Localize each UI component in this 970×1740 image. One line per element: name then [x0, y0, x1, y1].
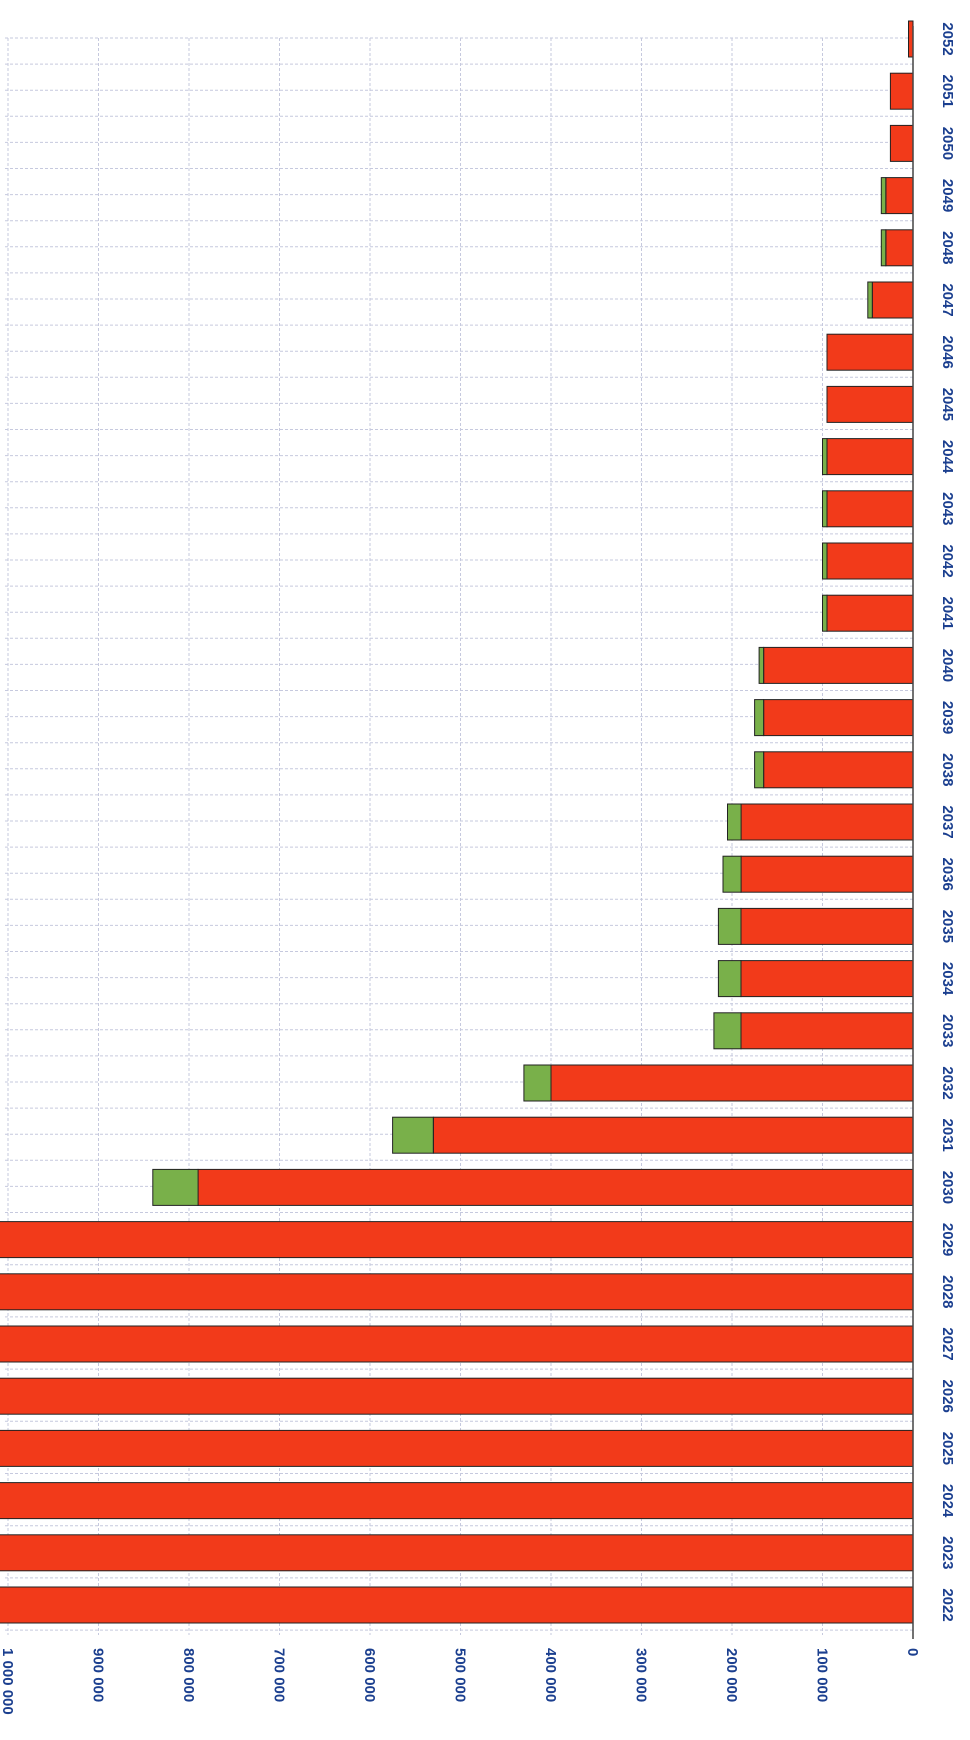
category-tick-label: 2041: [939, 597, 956, 630]
category-tick-label: 2037: [939, 805, 956, 838]
category-tick-label: 2022: [939, 1588, 956, 1621]
bar-segment-2037-green: [727, 803, 742, 841]
bar-segment-2028-red: [0, 1273, 914, 1311]
bar-segment-2022-red: [0, 1586, 914, 1624]
category-tick-label: 2040: [939, 649, 956, 682]
category-tick-label: 2024: [939, 1484, 956, 1518]
category-tick-label: 2050: [939, 127, 956, 160]
category-tick-label: 2047: [939, 283, 956, 316]
value-tick-label: 300 000: [633, 1648, 650, 1702]
bar-segment-2030-green: [152, 1168, 199, 1206]
bar-segment-2039-green: [754, 699, 765, 737]
bar-segment-2036-green: [722, 855, 742, 893]
bar-segment-2023-red: [0, 1534, 914, 1572]
category-tick-label: 2023: [939, 1536, 956, 1569]
value-tick-label: 100 000: [814, 1648, 831, 1702]
bar-segment-2043-green: [822, 490, 828, 528]
bar-segment-2037-red: [740, 803, 914, 841]
value-tick-label: 700 000: [271, 1648, 288, 1702]
bar-segment-2026-red: [0, 1377, 914, 1415]
bar-segment-2038-red: [763, 751, 914, 789]
category-tick-label: 2035: [939, 910, 956, 943]
bar-segment-2041-red: [826, 594, 914, 632]
bar-segment-2034-green: [717, 960, 742, 998]
bar-segment-2032-red: [550, 1064, 914, 1102]
category-tick-label: 2028: [939, 1275, 956, 1308]
value-tick-label: 0: [904, 1648, 921, 1656]
bar-segment-2051-red: [889, 72, 914, 110]
category-tick-label: 2031: [939, 1119, 956, 1152]
bar-segment-2047-green: [867, 281, 873, 319]
bar-segment-2033-green: [713, 1012, 742, 1050]
category-tick-label: 2051: [939, 75, 956, 108]
category-tick-label: 2030: [939, 1171, 956, 1204]
bar-segment-2025-red: [0, 1429, 914, 1467]
category-tick-label: 2044: [939, 440, 956, 474]
bar-segment-2049-red: [885, 177, 914, 215]
value-tick-label: 200 000: [723, 1648, 740, 1702]
category-tick-label: 2042: [939, 544, 956, 577]
category-tick-label: 2046: [939, 336, 956, 369]
category-tick-label: 2048: [939, 231, 956, 264]
bar-segment-2050-red: [889, 124, 914, 162]
category-tick-label: 2049: [939, 179, 956, 212]
bar-segment-2040-red: [763, 646, 914, 684]
bar-segment-2035-red: [740, 907, 914, 945]
bar-segment-2027-red: [0, 1325, 914, 1363]
category-tick-label: 2026: [939, 1380, 956, 1413]
bar-segment-2047-red: [871, 281, 914, 319]
bar-segment-2042-green: [822, 542, 828, 580]
bar-segment-2031-red: [432, 1116, 914, 1154]
bar-segment-2044-green: [822, 438, 828, 476]
bar-segment-2044-red: [826, 438, 914, 476]
bar-segment-2032-green: [523, 1064, 552, 1102]
category-tick-label: 2033: [939, 1014, 956, 1047]
bar-segment-2041-green: [822, 594, 828, 632]
category-tick-label: 2043: [939, 492, 956, 525]
bar-segment-2031-green: [392, 1116, 434, 1154]
bar-segment-2040-green: [758, 646, 765, 684]
value-tick-label: 1 000 000: [0, 1648, 16, 1715]
bar-segment-2038-green: [754, 751, 765, 789]
category-tick-label: 2029: [939, 1223, 956, 1256]
bar-segment-2042-red: [826, 542, 914, 580]
bar-segment-2036-red: [740, 855, 914, 893]
value-tick-label: 900 000: [90, 1648, 107, 1702]
bar-segment-2033-red: [740, 1012, 914, 1050]
category-tick-label: 2045: [939, 388, 956, 421]
value-tick-label: 500 000: [452, 1648, 469, 1702]
bar-segment-2039-red: [763, 699, 914, 737]
category-tick-label: 2032: [939, 1066, 956, 1099]
bar-segment-2035-green: [717, 907, 742, 945]
value-tick-label: 600 000: [361, 1648, 378, 1702]
bar-segment-2034-red: [740, 960, 914, 998]
bar-segment-2030-red: [197, 1168, 914, 1206]
bar-segment-2046-red: [826, 333, 914, 371]
bar-segment-2049-green: [880, 177, 887, 215]
category-tick-label: 2052: [939, 22, 956, 55]
bar-segment-2043-red: [826, 490, 914, 528]
bar-segment-2029-red: [0, 1221, 914, 1259]
category-tick-label: 2036: [939, 858, 956, 891]
bar-segment-2048-green: [880, 229, 887, 267]
category-tick-label: 2034: [939, 962, 956, 996]
bar-segment-2045-red: [826, 385, 914, 423]
category-tick-label: 2027: [939, 1327, 956, 1360]
bar-segment-2024-red: [0, 1482, 914, 1520]
value-tick-label: 400 000: [542, 1648, 559, 1702]
category-tick-label: 2038: [939, 753, 956, 786]
bar-segment-2048-red: [885, 229, 914, 267]
category-tick-label: 2025: [939, 1432, 956, 1465]
value-tick-label: 800 000: [180, 1648, 197, 1702]
category-tick-label: 2039: [939, 701, 956, 734]
